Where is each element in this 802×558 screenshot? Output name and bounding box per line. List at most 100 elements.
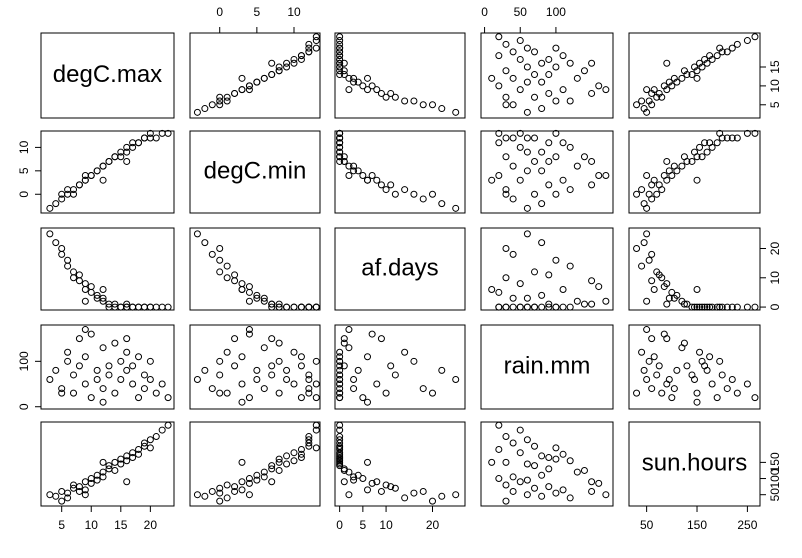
point	[238, 286, 246, 293]
point	[290, 348, 298, 356]
point	[696, 348, 704, 356]
point	[312, 303, 320, 311]
point	[111, 389, 119, 397]
y-tick-label: 0	[17, 403, 31, 410]
point	[728, 303, 736, 311]
point	[688, 71, 696, 79]
point	[253, 375, 261, 383]
point	[99, 468, 107, 476]
point	[253, 471, 261, 479]
point	[495, 129, 503, 137]
point	[509, 439, 517, 447]
point	[670, 74, 678, 82]
point	[643, 230, 651, 238]
point	[81, 380, 89, 388]
point	[660, 172, 668, 180]
point	[193, 375, 201, 383]
point	[99, 473, 107, 481]
point	[588, 478, 596, 486]
point	[305, 375, 313, 383]
point	[105, 157, 113, 165]
point	[275, 455, 283, 463]
point	[46, 491, 54, 499]
point	[655, 181, 663, 189]
point	[345, 468, 353, 476]
point	[495, 421, 503, 429]
point	[354, 167, 362, 175]
point	[538, 200, 546, 208]
point	[683, 300, 691, 308]
point	[260, 344, 268, 352]
point	[523, 204, 531, 212]
point	[223, 494, 231, 502]
point	[268, 335, 276, 343]
point	[336, 389, 344, 397]
point	[268, 300, 276, 308]
point	[573, 74, 581, 82]
point	[693, 286, 701, 293]
point	[387, 362, 395, 370]
panel-frame	[40, 32, 175, 119]
point	[645, 357, 653, 365]
point	[531, 303, 539, 311]
point	[123, 335, 131, 343]
point	[70, 371, 78, 379]
point	[146, 375, 154, 383]
point	[123, 300, 131, 308]
point	[253, 294, 261, 302]
point	[566, 59, 574, 67]
point	[275, 67, 283, 75]
point	[488, 176, 496, 184]
point	[545, 465, 553, 473]
point	[545, 139, 553, 147]
point	[238, 280, 246, 288]
point	[354, 366, 362, 374]
point	[340, 59, 348, 67]
panel-frame	[40, 130, 175, 214]
point	[305, 48, 313, 56]
point	[58, 497, 66, 505]
point	[706, 52, 714, 60]
point	[245, 491, 253, 499]
point	[559, 139, 567, 147]
point	[502, 186, 510, 194]
point	[523, 476, 531, 484]
point	[336, 48, 344, 56]
point	[559, 303, 567, 311]
point	[81, 486, 89, 494]
point	[238, 353, 246, 361]
panel-frame	[628, 421, 761, 507]
point	[391, 484, 399, 492]
point	[64, 489, 72, 497]
point	[751, 303, 759, 311]
point	[523, 491, 531, 499]
point	[253, 291, 261, 299]
panel-frame	[628, 32, 761, 119]
point	[305, 389, 313, 397]
point	[382, 93, 390, 101]
point	[538, 59, 546, 67]
point	[368, 82, 376, 90]
point	[193, 230, 201, 238]
point	[253, 366, 261, 374]
point	[509, 487, 517, 495]
point	[64, 348, 72, 356]
x-tick-label: 20	[426, 518, 440, 532]
point	[146, 444, 154, 452]
point	[680, 153, 688, 161]
point	[552, 190, 560, 198]
point	[336, 366, 344, 374]
point	[75, 483, 83, 491]
point	[99, 286, 107, 293]
point	[340, 478, 348, 486]
point	[290, 55, 298, 63]
point	[733, 303, 741, 311]
point	[216, 93, 224, 101]
point	[531, 442, 539, 450]
point	[135, 450, 143, 458]
point	[336, 353, 344, 361]
point	[495, 288, 503, 296]
point	[716, 44, 724, 52]
point	[638, 348, 646, 356]
point	[683, 362, 691, 370]
